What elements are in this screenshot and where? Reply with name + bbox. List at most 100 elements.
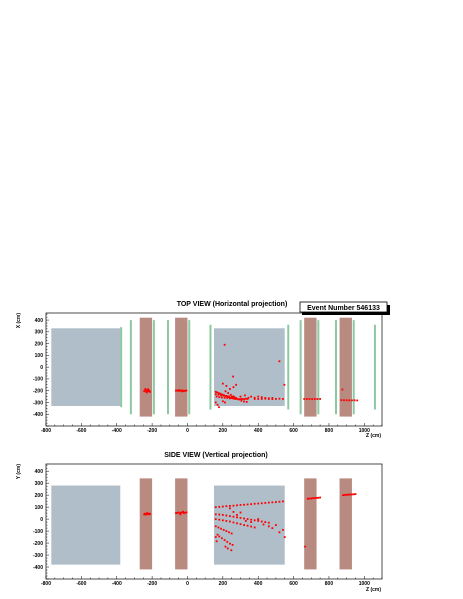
side-view-hit-102: [308, 497, 311, 500]
side-view-panel: SIDE VIEW (Vertical projection) -800 -600…: [16, 452, 383, 593]
side-view-hit-42: [221, 514, 224, 516]
top-view-x-tick-label-0: -800: [41, 428, 51, 434]
top-view-hit-67: [245, 400, 248, 403]
top-view-hit-48: [222, 394, 225, 397]
side-view-y-tick-label-6: 200: [35, 493, 44, 499]
side-view-hit-27: [239, 504, 242, 506]
top-view-hit-116: [341, 388, 344, 391]
side-view-hit-26: [236, 504, 238, 507]
side-view-hit-101: [306, 497, 309, 500]
side-view-hit-36: [271, 501, 274, 504]
side-view-hit-11: [177, 511, 180, 514]
top-view-hit-101: [283, 383, 286, 386]
side-view-hit-47: [239, 517, 242, 519]
side-view-hit-79: [226, 540, 229, 543]
top-view-hit-111: [345, 399, 348, 402]
side-view-x-tick-label-3: -200: [147, 581, 157, 587]
side-view-hit-74: [230, 532, 233, 535]
top-view-hit-56: [223, 396, 226, 399]
side-view-y-tick-label-2: -200: [33, 541, 43, 547]
side-view-hit-65: [246, 524, 249, 527]
top-view-hit-8: [149, 390, 151, 393]
top-view-hit-84: [260, 398, 263, 400]
top-view-hit-12: [175, 389, 177, 392]
side-view-hit-64: [243, 524, 245, 526]
side-view-y-tick-label-5: 100: [35, 505, 44, 511]
side-view-hit-19: [182, 510, 184, 513]
side-view-x-tick-label-0: -800: [41, 581, 51, 587]
top-view-hit-105: [311, 398, 314, 401]
top-view-hit-98: [223, 343, 226, 346]
side-view-y-tick-label-7: 300: [35, 481, 44, 487]
top-view-hit-82: [253, 398, 256, 400]
side-view-y-tick-label-3: -100: [33, 529, 43, 535]
side-view-hit-50: [250, 518, 253, 521]
side-view-hit-52: [257, 520, 260, 522]
top-view-hit-91: [250, 395, 253, 398]
side-view-title: SIDE VIEW (Vertical projection): [164, 452, 267, 459]
side-view-hit-70: [220, 527, 222, 530]
top-view-hit-108: [319, 398, 322, 400]
top-view-hit-70: [218, 406, 220, 409]
top-view-x-tick-label-1: -600: [76, 428, 86, 434]
top-view-hit-112: [348, 399, 351, 402]
top-view-hit-21: [178, 389, 181, 391]
top-view-hit-74: [225, 385, 228, 387]
top-view-hit-88: [274, 398, 277, 400]
top-view-hit-109: [340, 399, 343, 402]
side-view-y-tick-label-0: -400: [33, 565, 43, 571]
top-view-hit-97: [271, 397, 274, 399]
side-view-hit-85: [232, 511, 235, 513]
top-view-hit-93: [257, 395, 260, 398]
side-view-hit-115: [351, 493, 353, 496]
top-view-hit-26: [219, 392, 221, 395]
side-view-layers: [51, 478, 352, 570]
top-view-hit-24: [216, 391, 219, 394]
top-view-hit-90: [282, 398, 284, 400]
side-view-hit-29: [246, 503, 249, 506]
side-view-hit-61: [232, 521, 235, 524]
top-view-hit-42: [243, 398, 245, 401]
side-view-x-tick-label-2: -400: [112, 581, 122, 587]
side-view-axes: -800 -600 -400 -200 0 200 400 600 800 1000-400-30…: [33, 464, 383, 587]
side-view-hit-78: [223, 539, 226, 541]
side-view-hit-9: [175, 512, 177, 515]
top-view-hit-68: [214, 401, 217, 404]
side-view-hit-24: [229, 505, 231, 507]
side-view-hit-111: [343, 494, 346, 496]
top-view-hit-54: [218, 396, 221, 399]
side-view-hits: [143, 493, 357, 552]
top-view-y-tick-label-6: 200: [35, 341, 44, 347]
side-view-hit-100: [230, 549, 233, 552]
side-view-hit-89: [250, 521, 253, 523]
side-view-iron-slab-0: [139, 478, 153, 570]
top-view-hit-7: [148, 389, 151, 392]
side-view-hit-73: [228, 531, 230, 534]
side-view-hit-108: [319, 496, 322, 499]
side-view-hit-46: [236, 516, 238, 519]
side-view-hit-68: [214, 525, 217, 528]
side-view-iron-slab-2: [304, 478, 317, 570]
top-view-hit-38: [236, 398, 238, 400]
event-number-box: Event Number 546133: [299, 301, 390, 315]
top-view-hit-77: [235, 383, 238, 386]
top-view-hit-87: [271, 398, 274, 401]
side-view-hit-105: [313, 497, 316, 500]
top-view-iron-slab-3: [339, 317, 352, 417]
top-view-hit-37: [234, 398, 237, 400]
top-view-hit-110: [343, 399, 345, 402]
top-view-hit-47: [220, 394, 222, 397]
top-view-hit-46: [217, 393, 220, 396]
top-view-hit-78: [232, 395, 235, 398]
side-view-y-tick-label-1: -300: [33, 553, 43, 559]
top-view-hit-76: [232, 386, 235, 389]
side-view-hit-37: [274, 501, 277, 503]
side-view-hit-30: [250, 503, 253, 506]
side-view-detector-block-1: [214, 485, 285, 565]
top-view-hit-100: [278, 360, 281, 363]
top-view-iron-slab-1: [175, 317, 188, 417]
top-view-hit-104: [308, 398, 311, 400]
top-view-hit-72: [224, 401, 226, 404]
side-view-hit-93: [271, 527, 274, 529]
side-view-hit-86: [236, 514, 238, 516]
